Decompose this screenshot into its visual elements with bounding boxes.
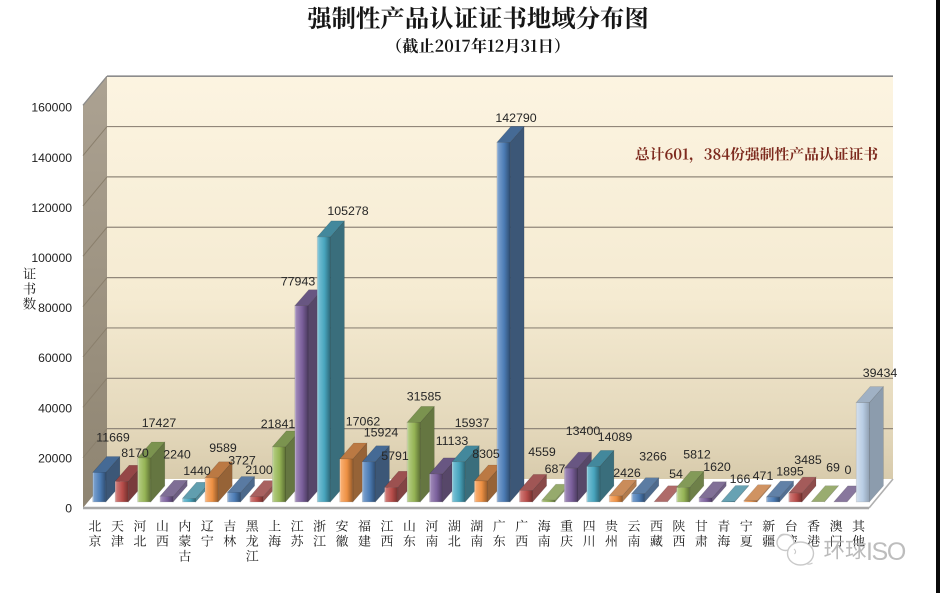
svg-text:3266: 3266 <box>639 450 667 464</box>
svg-text:60000: 60000 <box>38 351 72 365</box>
svg-text:17062: 17062 <box>346 415 381 429</box>
svg-text:40000: 40000 <box>38 401 72 415</box>
svg-text:ISO: ISO <box>866 538 906 566</box>
svg-text:1895: 1895 <box>776 465 804 479</box>
svg-text:471: 471 <box>753 469 774 483</box>
svg-text:2426: 2426 <box>613 466 641 480</box>
svg-text:8305: 8305 <box>472 447 500 461</box>
svg-text:0: 0 <box>65 502 72 516</box>
svg-text:100000: 100000 <box>31 251 72 265</box>
svg-text:14089: 14089 <box>598 430 633 444</box>
svg-text:11669: 11669 <box>96 431 130 445</box>
svg-text:39434: 39434 <box>863 366 898 380</box>
svg-text:69: 69 <box>826 461 840 475</box>
svg-text:77943: 77943 <box>281 275 316 289</box>
svg-text:160000: 160000 <box>31 101 72 115</box>
svg-text:21841: 21841 <box>261 417 296 431</box>
svg-text:105278: 105278 <box>327 204 368 218</box>
svg-text:5812: 5812 <box>683 448 711 462</box>
svg-text:3485: 3485 <box>794 453 822 467</box>
svg-text:687: 687 <box>545 462 566 476</box>
svg-text:2100: 2100 <box>245 463 273 477</box>
svg-text:20000: 20000 <box>38 451 72 465</box>
svg-text:120000: 120000 <box>31 201 72 215</box>
svg-text:80000: 80000 <box>38 301 72 315</box>
svg-text:9589: 9589 <box>209 441 237 455</box>
svg-text:5791: 5791 <box>381 449 409 463</box>
svg-text:1440: 1440 <box>183 464 211 478</box>
svg-text:2240: 2240 <box>163 448 191 462</box>
svg-text:3727: 3727 <box>228 454 256 468</box>
svg-text:1620: 1620 <box>703 460 731 474</box>
svg-text:140000: 140000 <box>31 151 72 165</box>
svg-text:54: 54 <box>669 467 683 481</box>
svg-text:15937: 15937 <box>455 416 490 430</box>
svg-text:17427: 17427 <box>142 416 177 430</box>
svg-text:8170: 8170 <box>121 446 149 460</box>
svg-text:31585: 31585 <box>407 390 442 404</box>
svg-text:166: 166 <box>730 472 751 486</box>
svg-text:11133: 11133 <box>436 434 469 448</box>
svg-text:0: 0 <box>845 463 852 477</box>
svg-text:13400: 13400 <box>566 424 601 438</box>
svg-text:4559: 4559 <box>528 445 556 459</box>
svg-text:15924: 15924 <box>364 426 399 440</box>
svg-text:142790: 142790 <box>495 111 536 125</box>
